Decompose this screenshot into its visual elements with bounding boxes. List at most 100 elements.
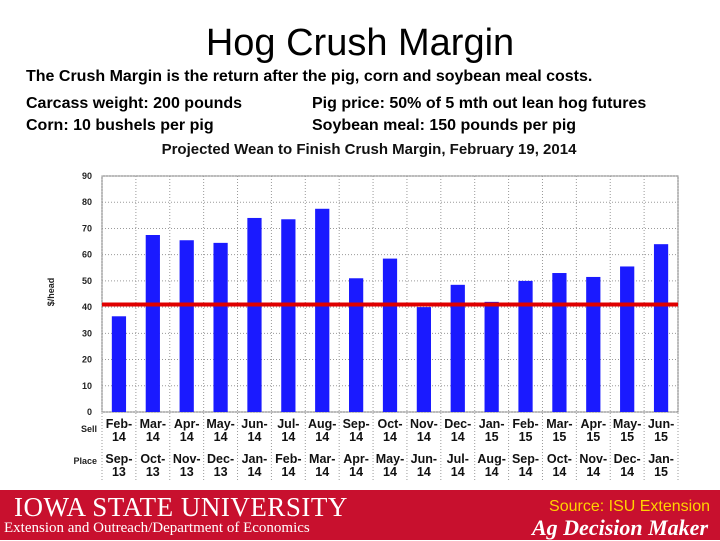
place-tick-label: Nov- — [579, 452, 607, 466]
place-tick-label: 14 — [383, 465, 397, 479]
footer-subtitle: Extension and Outreach/Department of Eco… — [4, 520, 310, 536]
crush-margin-chart: Projected Wean to Finish Crush Margin, F… — [46, 141, 679, 480]
sell-tick-label: 15 — [552, 430, 566, 444]
slide-title: Hog Crush Margin — [205, 22, 515, 64]
bar — [552, 273, 567, 412]
bar — [111, 316, 127, 412]
bar — [247, 217, 262, 412]
carcass-weight-text: Carcass weight: 200 pounds — [26, 95, 243, 112]
place-tick-label: Nov- — [173, 452, 201, 466]
bar — [281, 219, 296, 412]
bar — [213, 242, 228, 412]
sell-tick-label: Oct- — [378, 417, 403, 431]
sell-tick-label: 15 — [519, 430, 533, 444]
bar — [653, 244, 669, 412]
place-tick-label: Sep- — [105, 452, 132, 466]
sell-tick-label: Apr- — [174, 417, 200, 431]
sell-tick-label: Jul- — [277, 417, 299, 431]
sell-tick-label: Dec- — [444, 417, 471, 431]
sell-tick-label: 14 — [383, 430, 397, 444]
bar — [145, 235, 160, 412]
sell-tick-label: 15 — [620, 430, 634, 444]
y-tick-label: 60 — [82, 250, 92, 260]
sell-tick-label: 14 — [146, 430, 160, 444]
place-tick-label: Aug- — [477, 452, 505, 466]
bar — [315, 208, 330, 412]
place-tick-label: 14 — [451, 465, 465, 479]
bar — [620, 266, 635, 412]
sell-tick-label: 14 — [214, 430, 228, 444]
bar — [518, 280, 533, 412]
place-tick-label: Jul- — [447, 452, 469, 466]
place-tick-label: Apr- — [343, 452, 369, 466]
source-text: Source: ISU Extension — [549, 498, 710, 515]
bar — [349, 278, 364, 412]
place-tick-label: 14 — [349, 465, 363, 479]
sell-tick-label: Jun- — [241, 417, 267, 431]
bar — [586, 276, 601, 412]
place-row-label: Place — [73, 456, 97, 466]
ag-decision-maker-logo: Ag Decision Maker — [532, 515, 708, 540]
sell-tick-label: 14 — [315, 430, 329, 444]
sell-tick-label: 14 — [281, 430, 295, 444]
sell-tick-label: Mar- — [140, 417, 166, 431]
pig-price-text: Pig price: 50% of 5 mth out lean hog fut… — [312, 95, 647, 112]
sell-tick-label: Feb- — [106, 417, 132, 431]
place-tick-label: 13 — [214, 465, 228, 479]
place-tick-label: Jun- — [411, 452, 437, 466]
sell-tick-label: Nov- — [410, 417, 438, 431]
bar — [416, 307, 431, 412]
description-line-1: The Crush Margin is the return after the… — [26, 68, 593, 85]
place-tick-label: 14 — [485, 465, 499, 479]
bar — [179, 240, 194, 412]
bar — [382, 258, 398, 412]
sell-tick-label: 14 — [180, 430, 194, 444]
y-tick-label: 90 — [82, 171, 92, 181]
place-tick-label: Dec- — [207, 452, 234, 466]
place-tick-label: 14 — [417, 465, 431, 479]
chart-title: Projected Wean to Finish Crush Margin, F… — [162, 141, 577, 158]
bar — [450, 284, 465, 412]
place-tick-label: 13 — [180, 465, 194, 479]
y-axis-label: $/head — [46, 278, 56, 307]
place-tick-label: Feb- — [275, 452, 301, 466]
sell-tick-label: 14 — [451, 430, 465, 444]
corn-text: Corn: 10 bushels per pig — [26, 117, 214, 134]
y-tick-label: 10 — [82, 381, 92, 391]
footer-bar: IOWA STATE UNIVERSITY Extension and Outr… — [0, 490, 720, 540]
sell-tick-label: Jan- — [479, 417, 505, 431]
place-tick-label: 14 — [315, 465, 329, 479]
place-tick-label: 14 — [552, 465, 566, 479]
place-tick-label: 14 — [519, 465, 533, 479]
soybean-meal-text: Soybean meal: 150 pounds per pig — [312, 117, 577, 134]
y-tick-label: 70 — [82, 223, 92, 233]
sell-tick-label: May- — [206, 417, 234, 431]
sell-tick-label: Apr- — [580, 417, 606, 431]
place-tick-label: Oct- — [140, 452, 165, 466]
sell-tick-label: Sep- — [343, 417, 370, 431]
place-tick-label: Dec- — [614, 452, 641, 466]
place-tick-label: Jan- — [648, 452, 674, 466]
place-tick-label: 14 — [586, 465, 600, 479]
sell-tick-label: Aug- — [308, 417, 336, 431]
place-tick-label: Oct- — [547, 452, 572, 466]
sell-tick-label: 14 — [417, 430, 431, 444]
place-tick-label: 14 — [248, 465, 262, 479]
sell-row-label: Sell — [81, 424, 97, 434]
bar — [484, 301, 499, 412]
y-tick-label: 80 — [82, 197, 92, 207]
place-tick-label: 14 — [620, 465, 634, 479]
y-tick-label: 30 — [82, 328, 92, 338]
place-tick-label: May- — [376, 452, 404, 466]
sell-tick-label: 14 — [112, 430, 126, 444]
sell-tick-label: 15 — [485, 430, 499, 444]
y-tick-label: 40 — [82, 302, 92, 312]
sell-tick-label: 14 — [248, 430, 262, 444]
place-tick-label: 13 — [112, 465, 126, 479]
place-tick-label: 14 — [281, 465, 295, 479]
place-tick-label: 15 — [654, 465, 668, 479]
y-tick-label: 50 — [82, 276, 92, 286]
sell-tick-label: 14 — [349, 430, 363, 444]
y-tick-label: 20 — [82, 355, 92, 365]
sell-tick-label: May- — [613, 417, 641, 431]
